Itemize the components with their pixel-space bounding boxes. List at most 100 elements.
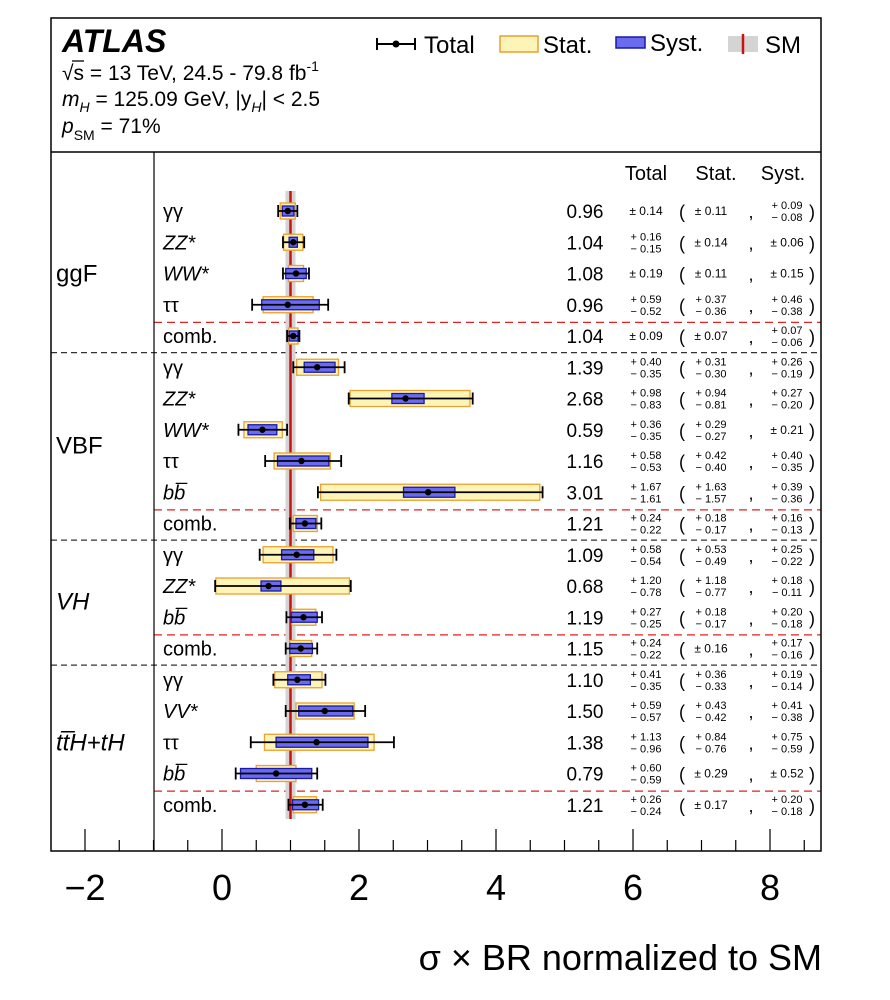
total-error-label-down: − 0.96: [631, 743, 662, 755]
stat-error-label-up: + 0.37: [696, 294, 727, 306]
stat-error-label: ± 0.07: [694, 329, 728, 343]
column-header-total: Total: [625, 163, 667, 185]
plot-frame: [50, 17, 822, 852]
legend-sm-label: SM: [765, 32, 801, 59]
stat-error-label-up: + 0.43: [696, 700, 727, 712]
stat-error-label-down: − 0.76: [696, 743, 727, 755]
central-value-label: 1.21: [567, 796, 604, 817]
stat-error-label-up: + 0.18: [696, 513, 727, 525]
paren-close: ): [809, 452, 815, 472]
total-error-label: ± 0.14: [629, 204, 663, 218]
paren-close: ): [809, 358, 815, 378]
comma-separator: ,: [748, 452, 753, 472]
stat-error-label-down: − 0.42: [696, 712, 727, 724]
comma-separator: ,: [748, 640, 753, 660]
paren-open: (: [679, 296, 685, 316]
stat-error-label-down: − 0.40: [696, 462, 727, 474]
stat-error-label-up: + 0.29: [696, 419, 727, 431]
row-label: γγ: [163, 201, 183, 223]
syst-error-label-down: − 0.06: [772, 337, 803, 349]
paren-open: (: [679, 390, 685, 410]
syst-error-label-up: + 0.17: [772, 638, 803, 650]
syst-error-label-down: − 0.38: [772, 712, 803, 724]
paren-close: ): [809, 671, 815, 691]
stat-error-label-up: + 0.53: [696, 544, 727, 556]
total-error-label-up: + 0.24: [631, 513, 662, 525]
total-error-label-up: + 0.27: [631, 606, 662, 618]
comma-separator: ,: [748, 358, 753, 378]
central-value-label: 0.59: [567, 421, 604, 442]
stat-error-label-down: − 0.81: [696, 400, 727, 412]
central-value-label: 1.04: [567, 233, 604, 254]
central-value-marker: [301, 520, 309, 527]
x-tick-label: 0: [212, 867, 232, 908]
total-error-label-down: − 0.15: [631, 243, 662, 255]
row-label: ττ: [163, 295, 179, 317]
syst-error-label-up: + 0.19: [772, 669, 803, 681]
row-label: WW*: [163, 264, 210, 286]
stat-error-label-down: − 0.77: [696, 587, 727, 599]
legend-syst-label: Syst.: [650, 30, 703, 57]
comma-separator: ,: [748, 608, 753, 628]
paren-open: (: [679, 702, 685, 722]
central-value-marker: [284, 301, 291, 308]
x-tick-label: 2: [349, 867, 369, 908]
total-error-label-down: − 0.52: [631, 306, 662, 318]
syst-error-label-up: + 0.40: [772, 450, 803, 462]
row-label: WW*: [163, 420, 210, 442]
paren-close: ): [809, 796, 815, 816]
stat-error-label-up: + 1.63: [696, 481, 727, 493]
row-label: VV*: [163, 701, 199, 723]
central-value-marker: [290, 332, 297, 340]
atlas-title: ATLAS: [61, 23, 167, 59]
syst-error-label-up: + 0.20: [772, 794, 803, 806]
syst-error-label-down: − 0.18: [772, 806, 803, 818]
paren-close: ): [809, 640, 815, 660]
comma-separator: ,: [748, 327, 753, 347]
paren-open: (: [679, 233, 685, 253]
paren-close: ): [809, 421, 815, 441]
syst-error-label-up: + 0.07: [772, 325, 803, 337]
total-error-label-down: − 1.61: [631, 493, 662, 505]
comma-separator: ,: [748, 671, 753, 691]
paren-open: (: [679, 421, 685, 441]
central-value-label: 1.08: [567, 265, 604, 286]
paren-open: (: [679, 452, 685, 472]
info-line-energy: √s = 13 TeV, 24.5 - 79.8 fb-1: [62, 58, 319, 85]
central-value-marker: [293, 551, 300, 558]
comma-separator: ,: [748, 421, 753, 441]
central-value-marker: [300, 614, 307, 621]
paren-close: ): [809, 577, 815, 597]
paren-close: ): [809, 733, 815, 753]
total-error-label-up: + 0.26: [631, 794, 662, 806]
stat-error-label: ± 0.14: [694, 235, 728, 249]
paren-close: ): [809, 265, 815, 285]
total-error-label-up: + 1.20: [631, 575, 662, 587]
central-value-label: 1.50: [567, 702, 604, 723]
group-label: VBF: [56, 432, 103, 459]
row-label: comb.: [163, 514, 217, 536]
comma-separator: ,: [748, 390, 753, 410]
comma-separator: ,: [748, 733, 753, 753]
syst-error-label-up: + 0.41: [772, 700, 803, 712]
row-label: bb̅: [163, 606, 188, 629]
row-label: ZZ*: [162, 232, 196, 254]
total-error-label-up: + 0.36: [631, 419, 662, 431]
central-value-marker: [294, 676, 301, 683]
row-label: ZZ*: [162, 576, 196, 598]
central-value-label: 1.15: [567, 640, 604, 661]
paren-close: ): [809, 546, 815, 566]
syst-error-label-up: + 0.18: [772, 575, 803, 587]
central-value-label: 1.16: [567, 452, 604, 473]
central-value-marker: [402, 395, 409, 402]
row-label: γγ: [163, 670, 183, 692]
row-label: bb̅: [163, 481, 188, 504]
paren-open: (: [679, 515, 685, 535]
syst-error-label-down: − 0.18: [772, 618, 803, 630]
central-value-label: 1.38: [567, 733, 604, 754]
x-tick-label: 6: [623, 867, 643, 908]
syst-error-label: ± 0.15: [770, 267, 804, 281]
syst-error-label-down: − 0.35: [772, 462, 803, 474]
syst-error-label-down: − 0.22: [772, 556, 803, 568]
paren-close: ): [809, 233, 815, 253]
